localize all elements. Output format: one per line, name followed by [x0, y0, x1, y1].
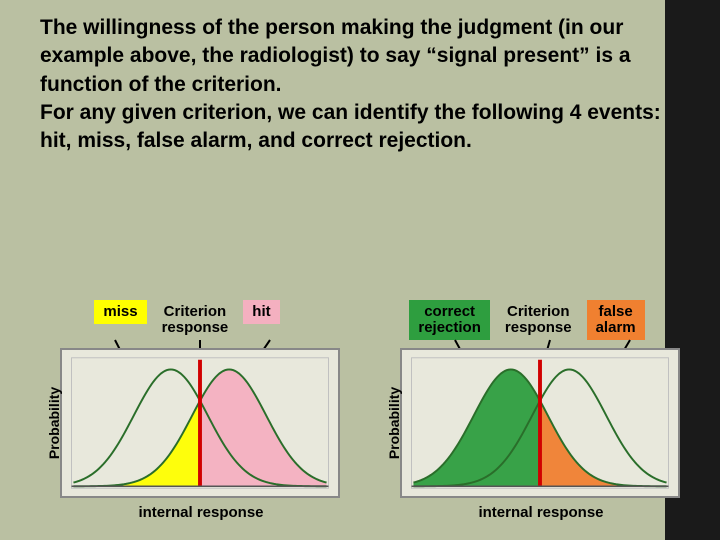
left-chart: Probability	[60, 348, 340, 498]
right-xlabel: internal response	[400, 504, 682, 521]
label-miss: miss	[94, 300, 146, 324]
label-criterion-left: Criterion response	[153, 300, 238, 340]
paragraph-1: The willingness of the person making the…	[40, 14, 670, 99]
charts-row: miss Criterion response hit Probability …	[32, 300, 682, 521]
slide: The willingness of the person making the…	[0, 0, 720, 540]
right-chart: Probability	[400, 348, 680, 498]
label-criterion-right: Criterion response	[496, 300, 581, 340]
left-chart-group: miss Criterion response hit Probability …	[32, 300, 342, 521]
left-plot-svg	[62, 350, 338, 496]
left-labels: miss Criterion response hit	[32, 300, 342, 342]
left-xlabel: internal response	[60, 504, 342, 521]
label-correct-rejection: correct rejection	[409, 300, 490, 340]
label-false-alarm: false alarm	[587, 300, 645, 340]
label-hit: hit	[243, 300, 279, 324]
left-ylabel: Probability	[46, 387, 62, 459]
right-plot-svg	[402, 350, 678, 496]
paragraph-2: For any given criterion, we can identify…	[40, 99, 670, 156]
right-ylabel: Probability	[386, 387, 402, 459]
body-text: The willingness of the person making the…	[40, 14, 670, 156]
right-chart-group: correct rejection Criterion response fal…	[372, 300, 682, 521]
right-labels: correct rejection Criterion response fal…	[372, 300, 682, 342]
